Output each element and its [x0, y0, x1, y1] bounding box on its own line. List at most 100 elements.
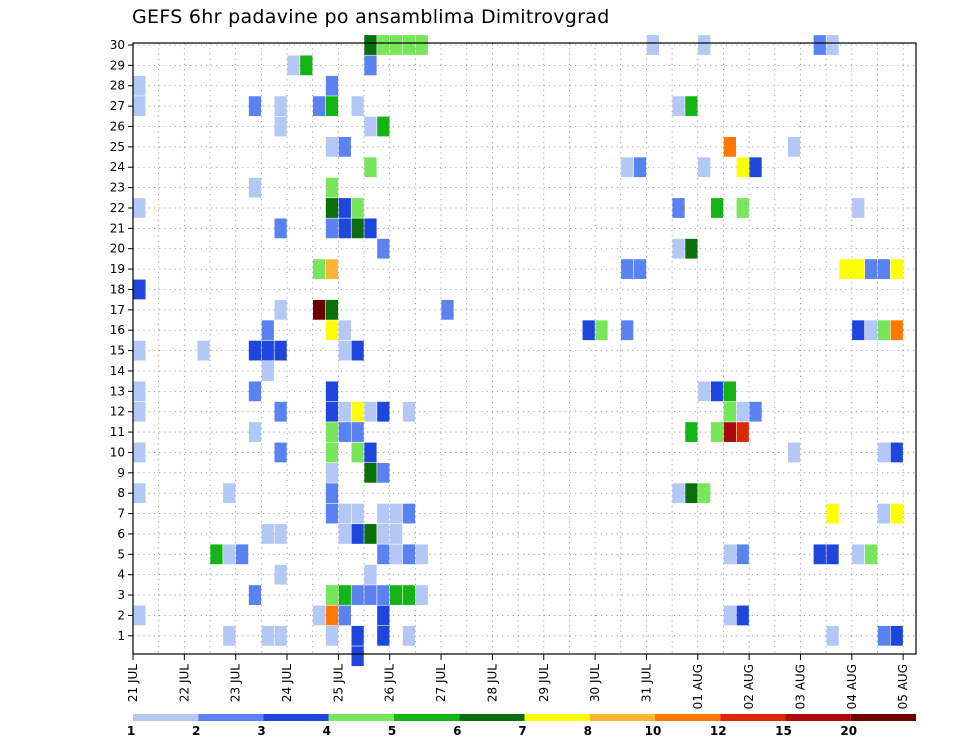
- heatmap-cell: [595, 320, 608, 341]
- heatmap-cell: [402, 544, 416, 565]
- heatmap-cell: [672, 483, 685, 504]
- heatmap-cell: [325, 483, 339, 504]
- heatmap-cell: [890, 259, 903, 279]
- heatmap-cell: [223, 625, 236, 646]
- colorbar-swatch: [459, 714, 525, 721]
- colorbar-label: 4: [323, 724, 331, 738]
- heatmap-cell: [133, 75, 146, 96]
- heatmap-cell: [197, 340, 210, 361]
- heatmap-cell: [852, 320, 865, 341]
- heatmap-cell: [325, 503, 339, 524]
- heatmap-cell: [621, 259, 634, 279]
- heatmap-cell: [351, 524, 364, 544]
- heatmap-cell: [698, 35, 711, 55]
- heatmap-cell: [274, 442, 287, 463]
- heatmap-cell: [864, 320, 878, 341]
- x-tick-label: 30 JUL: [588, 664, 602, 702]
- colorbar: 1 2 3 4 5 6 7 8 10 12 15 20: [127, 714, 916, 738]
- heatmap-cell: [749, 401, 762, 422]
- x-tick-label: 03 AUG: [793, 664, 807, 709]
- heatmap-cell: [364, 524, 377, 544]
- heatmap-cell: [274, 401, 287, 422]
- heatmap-cell: [351, 646, 364, 667]
- colorbar-label: 12: [710, 724, 727, 738]
- x-tick-label: 22 JUL: [177, 664, 191, 702]
- heatmap-cell: [826, 503, 839, 524]
- heatmap-cell: [248, 340, 262, 361]
- heatmap-cell: [133, 401, 146, 422]
- heatmap-cell: [133, 442, 146, 463]
- x-tick-label: 01 AUG: [691, 664, 705, 709]
- heatmap-cell: [441, 299, 454, 320]
- heatmap-cell: [787, 442, 801, 463]
- colorbar-label: 3: [257, 724, 265, 738]
- heatmap-cell: [261, 625, 274, 646]
- heatmap-cell: [248, 177, 262, 198]
- x-tick-label: 02 AUG: [742, 664, 756, 709]
- heatmap-cell: [402, 401, 416, 422]
- heatmap-cell: [338, 585, 351, 605]
- x-tick-label: 26 JUL: [383, 664, 397, 702]
- heatmap-cell: [274, 299, 287, 320]
- heatmap-cell: [377, 116, 390, 137]
- heatmap-cell: [325, 177, 339, 198]
- heatmap-cell: [248, 585, 262, 605]
- heatmap-cell: [377, 401, 390, 422]
- x-tick-label: 25 JUL: [331, 664, 345, 702]
- heatmap-cell: [633, 259, 647, 279]
- x-tick-label: 05 AUG: [896, 664, 910, 709]
- heatmap-cell: [351, 340, 364, 361]
- heatmap-cell: [377, 524, 390, 544]
- y-tick-label: 28: [110, 79, 125, 93]
- y-tick-label: 6: [117, 527, 125, 541]
- heatmap-cell: [274, 340, 287, 361]
- heatmap-cell: [621, 320, 634, 341]
- heatmap-cell: [852, 198, 865, 218]
- heatmap-cell: [877, 259, 891, 279]
- heatmap-cell: [736, 401, 749, 422]
- heatmap-cell: [210, 544, 223, 565]
- heatmap-cell: [877, 503, 891, 524]
- heatmap-cell: [133, 483, 146, 504]
- heatmap-cell: [274, 564, 287, 585]
- heatmap-cell: [274, 218, 287, 239]
- heatmap-cell: [351, 442, 364, 463]
- x-tick-label: 28 JUL: [485, 664, 499, 702]
- plot-frame: [132, 42, 917, 655]
- colorbar-label: 2: [192, 724, 200, 738]
- y-tick-label: 29: [110, 58, 125, 72]
- heatmap-cell: [325, 381, 339, 402]
- heatmap-cell: [736, 544, 749, 565]
- heatmap-cell: [415, 544, 428, 565]
- x-tick-label: 04 AUG: [845, 664, 859, 709]
- heatmap-cell: [826, 544, 839, 565]
- colorbar-swatch: [589, 714, 655, 721]
- chart-title: GEFS 6hr padavine po ansamblima Dimitrov…: [132, 6, 610, 28]
- x-tick-label: 23 JUL: [229, 664, 243, 702]
- y-tick-label: 4: [117, 568, 125, 582]
- y-tick-label: 17: [110, 303, 125, 317]
- heatmap-cell: [402, 503, 416, 524]
- heatmap-cell: [402, 35, 416, 55]
- heatmap-cell: [877, 320, 891, 341]
- heatmap-cell: [325, 462, 339, 483]
- colorbar-swatch: [785, 714, 851, 721]
- x-tick-label: 27 JUL: [434, 664, 448, 702]
- heatmap-cell: [736, 605, 749, 626]
- heatmap-cell: [890, 320, 903, 341]
- colorbar-swatch: [720, 714, 786, 721]
- y-tick-label: 7: [117, 507, 125, 521]
- heatmap-cell: [325, 320, 339, 341]
- heatmap-cell: [710, 422, 724, 442]
- heatmap-cell: [338, 422, 351, 442]
- heatmap-cell: [351, 625, 364, 646]
- heatmap-cell: [261, 340, 274, 361]
- colorbar-label: 5: [388, 724, 396, 738]
- heatmap-cell: [672, 198, 685, 218]
- heatmap-cell: [364, 218, 377, 239]
- heatmap-cell: [248, 422, 262, 442]
- heatmap-cell: [338, 340, 351, 361]
- heatmap-cell: [325, 401, 339, 422]
- colorbar-swatch: [524, 714, 590, 721]
